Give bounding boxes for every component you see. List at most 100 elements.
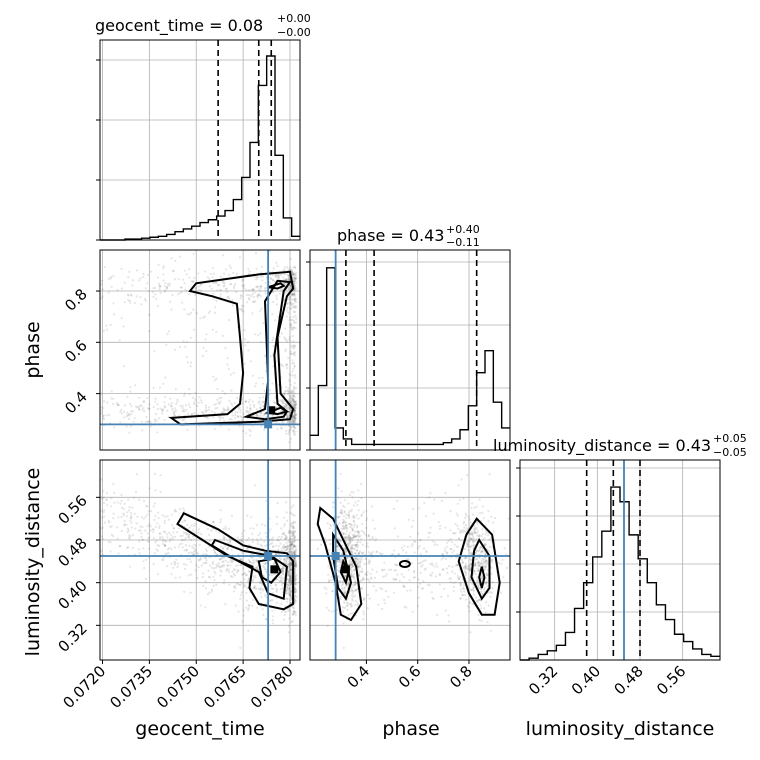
sample-point-1140 <box>477 564 480 567</box>
sample-point-565 <box>153 286 156 289</box>
sample-point-209 <box>149 421 152 424</box>
sample-point-980 <box>208 285 212 288</box>
sample-point-815 <box>144 420 147 423</box>
sample-point-1148 <box>163 419 166 422</box>
sample-point-179 <box>287 584 290 587</box>
sample-point-808 <box>472 535 475 539</box>
sample-point-759 <box>276 539 279 542</box>
sample-point-691 <box>293 344 296 347</box>
sample-point-32 <box>171 524 174 527</box>
sample-point-461 <box>461 561 464 564</box>
xlabel-geocent-time: geocent_time <box>135 718 264 740</box>
sample-point-1194 <box>448 620 451 623</box>
sample-point-785 <box>352 491 355 494</box>
sample-point-48 <box>351 529 354 532</box>
sample-point-1308 <box>490 566 493 569</box>
sample-point-235 <box>337 548 340 551</box>
sample-point-951 <box>424 559 427 562</box>
sample-point-751 <box>292 399 295 402</box>
sample-point-687 <box>226 547 229 550</box>
sample-point-649 <box>288 278 291 282</box>
sample-point-405 <box>187 574 191 577</box>
sample-point-928 <box>339 501 342 504</box>
sample-point-243 <box>472 571 475 574</box>
sample-point-731 <box>288 266 291 269</box>
sample-point-1240 <box>118 339 121 342</box>
sample-point-233 <box>246 548 249 551</box>
sample-point-677 <box>289 602 292 605</box>
sample-point-103 <box>282 618 285 621</box>
sample-point-807 <box>323 586 326 589</box>
sample-point-900 <box>244 400 247 403</box>
sample-point-1200 <box>263 567 266 571</box>
sample-point-750 <box>350 508 353 511</box>
sample-point-765 <box>419 539 422 542</box>
sample-point-1110 <box>478 619 481 622</box>
sample-point-42 <box>446 541 449 544</box>
sample-point-473 <box>283 336 286 339</box>
sample-point-458 <box>445 552 448 555</box>
sample-point-78 <box>488 550 491 553</box>
sample-point-1140 <box>130 405 133 408</box>
sample-point-1286 <box>247 297 250 300</box>
sample-point-388 <box>347 502 350 505</box>
sample-point-890 <box>293 545 296 548</box>
sample-point-1118 <box>288 296 291 299</box>
sample-point-431 <box>120 412 123 415</box>
sample-point-925 <box>286 546 289 549</box>
sample-point-1355 <box>480 550 484 553</box>
sample-point-1009 <box>158 526 161 530</box>
sample-point-195 <box>212 375 215 378</box>
sample-point-655 <box>381 607 384 611</box>
sample-point-935 <box>158 524 161 527</box>
x-tick-label-distance-0: 0.32 <box>525 662 561 698</box>
sample-point-1344 <box>219 289 222 292</box>
sample-point-844 <box>358 561 362 564</box>
sample-point-601 <box>357 535 361 539</box>
sample-point-1288 <box>231 304 234 307</box>
sample-point-532 <box>474 562 477 565</box>
sample-point-456 <box>195 552 198 555</box>
sample-point-158 <box>354 543 357 546</box>
sample-point-83 <box>285 432 288 435</box>
sample-point-885 <box>254 385 257 388</box>
sample-point-170 <box>288 581 291 584</box>
panel-frame <box>99 249 301 451</box>
sample-point-907 <box>156 573 159 576</box>
sample-point-902 <box>452 589 455 593</box>
sample-point-838 <box>153 552 156 555</box>
sample-point-1368 <box>284 558 287 561</box>
sample-point-392 <box>464 571 467 574</box>
sample-point-13 <box>351 537 354 540</box>
sample-point-867 <box>292 416 295 419</box>
sample-point-828 <box>290 419 293 422</box>
sample-point-341 <box>225 290 228 293</box>
sample-point-1336 <box>228 319 231 322</box>
sample-point-130 <box>288 598 292 602</box>
sample-point-175 <box>260 411 263 414</box>
sample-point-301 <box>181 546 184 549</box>
sample-point-1083 <box>100 478 103 481</box>
sample-point-559 <box>257 568 260 571</box>
sample-point-679 <box>223 545 227 548</box>
sample-point-1127 <box>282 545 285 549</box>
sample-point-1077 <box>464 570 467 573</box>
sample-point-1022 <box>342 521 345 524</box>
sample-point-844 <box>268 389 271 392</box>
sample-point-761 <box>157 417 160 420</box>
sample-point-129 <box>345 516 348 519</box>
sample-point-1029 <box>288 406 291 409</box>
sample-point-124 <box>294 563 297 566</box>
sample-point-397 <box>293 545 296 548</box>
sample-point-1318 <box>336 545 339 548</box>
sample-point-73 <box>125 425 128 428</box>
sample-point-831 <box>292 504 295 507</box>
sample-point-263 <box>182 278 185 281</box>
sample-point-533 <box>211 562 214 566</box>
sample-point-1182 <box>256 285 259 288</box>
sample-point-687 <box>126 411 129 414</box>
sample-point-987 <box>116 501 119 504</box>
sample-point-240 <box>345 550 348 553</box>
sample-point-66 <box>127 294 130 297</box>
sample-point-1273 <box>148 536 151 539</box>
